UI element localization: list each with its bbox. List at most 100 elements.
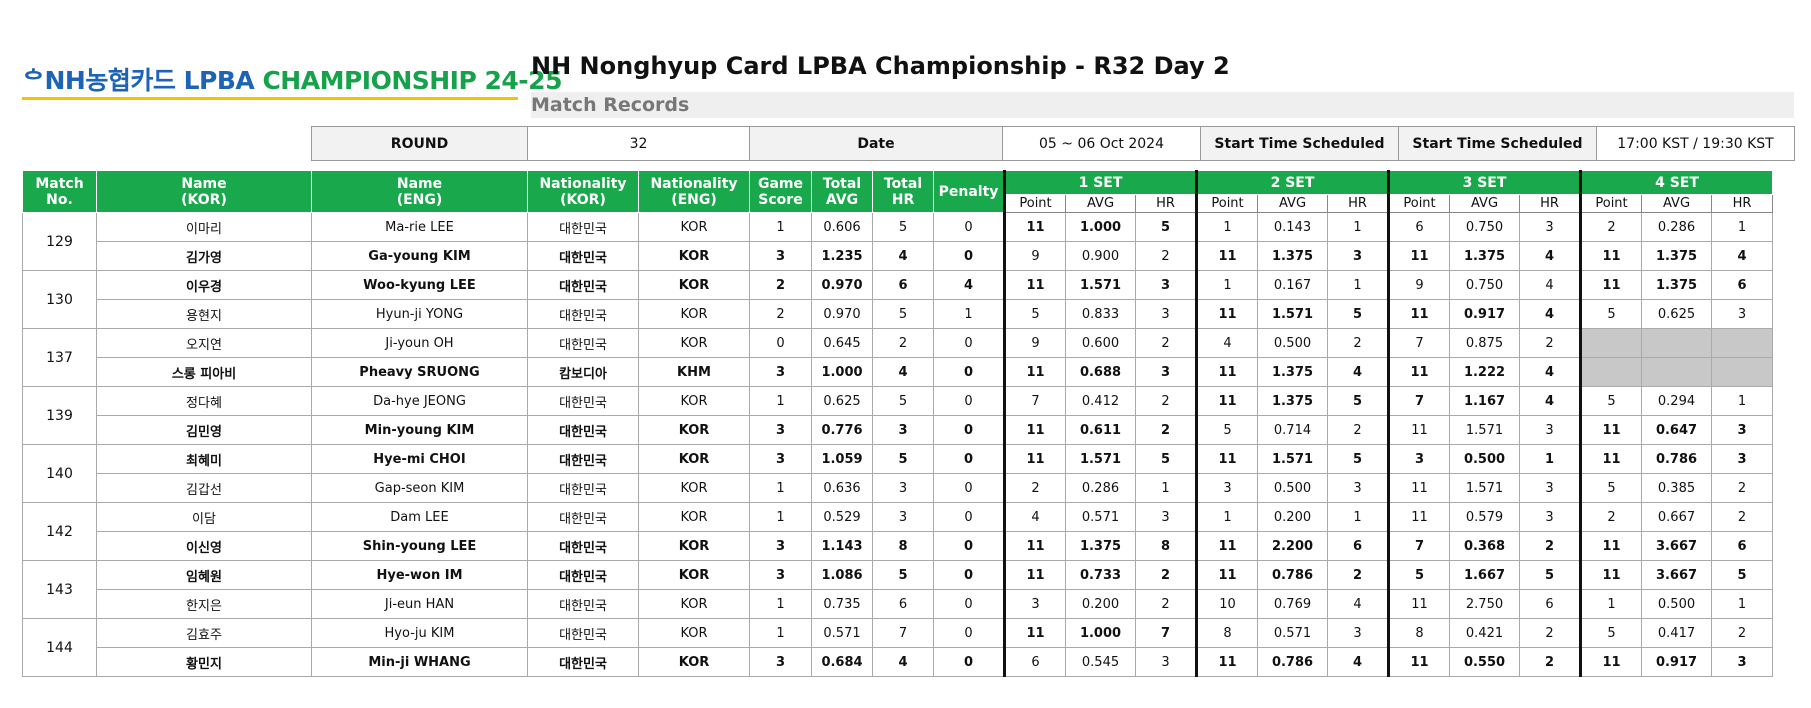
set2-point: 11: [1196, 560, 1258, 590]
nationality-kor: 대한민국: [527, 589, 639, 619]
total-avg: 1.235: [811, 241, 873, 271]
set2-hr: 2: [1327, 415, 1390, 445]
set4-avg: 0.667: [1641, 502, 1712, 532]
penalty: 4: [933, 270, 1006, 300]
set3-avg: 2.750: [1449, 589, 1520, 619]
table-row: 황민지 Min-ji WHANG 대한민국 KOR 3 0.684 4 0 6 0.545 3 11 0…: [23, 647, 1773, 677]
total-avg: 0.529: [811, 502, 873, 532]
set1-avg: 0.286: [1065, 473, 1136, 503]
penalty: 0: [933, 589, 1006, 619]
set2-avg: 2.200: [1257, 531, 1328, 561]
player-name-eng: Ma-rie LEE: [311, 212, 528, 242]
set2-hr: 3: [1327, 241, 1390, 271]
player-name-eng: Pheavy SRUONG: [311, 357, 528, 387]
game-score: 3: [749, 415, 812, 445]
set1-point: 4: [1004, 502, 1066, 532]
game-score: 0: [749, 328, 812, 358]
match-number: 143: [22, 560, 97, 619]
set4-hr: 1: [1711, 386, 1773, 416]
nationality-kor: 대한민국: [527, 328, 639, 358]
total-avg: 1.000: [811, 357, 873, 387]
set2-point: 11: [1196, 241, 1258, 271]
set3-hr: 2: [1519, 647, 1582, 677]
player-name-eng: Hye-mi CHOI: [311, 444, 528, 474]
nationality-eng: KOR: [638, 589, 750, 619]
set2-avg: 0.143: [1257, 212, 1328, 242]
set2-avg: 0.200: [1257, 502, 1328, 532]
set3-hr: 4: [1519, 299, 1582, 329]
set2-point: 11: [1196, 357, 1258, 387]
set3-avg: 0.750: [1449, 270, 1520, 300]
set4-avg: 0.917: [1641, 647, 1712, 677]
set3-hr: 4: [1519, 357, 1582, 387]
set1-hr: 2: [1135, 560, 1198, 590]
set3-point: 11: [1388, 415, 1450, 445]
round-label: ROUND: [311, 126, 528, 161]
player-name-eng: Hye-won IM: [311, 560, 528, 590]
total-avg: 0.776: [811, 415, 873, 445]
set2-hr: 1: [1327, 270, 1390, 300]
set4-hr: 5: [1711, 560, 1773, 590]
total-avg: 0.970: [811, 299, 873, 329]
set1-avg: 1.000: [1065, 618, 1136, 648]
set4-hr: [1711, 328, 1773, 358]
set1-point: 2: [1004, 473, 1066, 503]
set2-avg: 0.714: [1257, 415, 1328, 445]
set3-hr: 3: [1519, 415, 1582, 445]
set2-hr: 5: [1327, 386, 1390, 416]
player-name-eng: Min-young KIM: [311, 415, 528, 445]
game-score: 2: [749, 299, 812, 329]
set1-hr: 3: [1135, 502, 1198, 532]
total-hr: 5: [872, 444, 934, 474]
header-name-eng: Name (ENG): [311, 170, 528, 213]
set2-point: 8: [1196, 618, 1258, 648]
nationality-eng: KOR: [638, 444, 750, 474]
match-number: 130: [22, 270, 97, 329]
set1-hr: 3: [1135, 270, 1198, 300]
set3-hr: 5: [1519, 560, 1582, 590]
set4-hr: 6: [1711, 270, 1773, 300]
nationality-eng: KOR: [638, 502, 750, 532]
set2-point: 5: [1196, 415, 1258, 445]
table-row: 김가영 Ga-young KIM 대한민국 KOR 3 1.235 4 0 9 0.900 2 11 1…: [23, 241, 1773, 271]
table-row: 143 임혜원 Hye-won IM 대한민국 KOR 3 1.086 5 0 11 0.733 2 1…: [22, 560, 1773, 619]
set2-avg: 0.500: [1257, 328, 1328, 358]
set3-avg: 1.571: [1449, 473, 1520, 503]
nationality-eng: KOR: [638, 415, 750, 445]
nationality-kor: 대한민국: [527, 241, 639, 271]
player-name-eng: Min-ji WHANG: [311, 647, 528, 677]
total-avg: 0.625: [811, 386, 873, 416]
set4-hr: 2: [1711, 618, 1773, 648]
table-row: 스롱 피아비 Pheavy SRUONG 캄보디아 KHM 3 1.000 4 0 11 0.68…: [23, 357, 1773, 387]
set4-avg: 0.786: [1641, 444, 1712, 474]
set3-point: 11: [1388, 299, 1450, 329]
player-name-kor: 최혜미: [96, 444, 312, 474]
set1-avg: 0.900: [1065, 241, 1136, 271]
set3-hr: 1: [1519, 444, 1582, 474]
set3-avg: 0.421: [1449, 618, 1520, 648]
set1-hr: 2: [1135, 241, 1198, 271]
set3-hr: 3: [1519, 502, 1582, 532]
penalty: 0: [933, 415, 1006, 445]
player-name-eng: Woo-kyung LEE: [311, 270, 528, 300]
logo-nh-text: ᅌNH농협카드: [22, 66, 176, 95]
header-set-4: 4 SET: [1580, 170, 1773, 195]
set1-hr: 2: [1135, 589, 1198, 619]
table-row: 김갑선 Gap-seon KIM 대한민국 KOR 1 0.636 3 0 2 0.286 1 3 0.…: [23, 473, 1773, 503]
set3-hr: 3: [1519, 212, 1582, 242]
set1-hr: 5: [1135, 444, 1198, 474]
penalty: 0: [933, 502, 1006, 532]
total-hr: 6: [872, 270, 934, 300]
header-penalty: Penalty: [933, 170, 1006, 213]
page-subtitle: Match Records: [531, 92, 1794, 118]
set3-avg: 0.368: [1449, 531, 1520, 561]
round-info-table: ROUND 32 Date 05 ~ 06 Oct 2024 Start Tim…: [311, 126, 1795, 161]
player-name-eng: Ga-young KIM: [311, 241, 528, 271]
player-name-kor: 김갑선: [96, 473, 312, 503]
total-hr: 5: [872, 212, 934, 242]
game-score: 3: [749, 647, 812, 677]
set1-avg: 0.688: [1065, 357, 1136, 387]
set4-hr: 3: [1711, 444, 1773, 474]
set1-point: 11: [1004, 531, 1066, 561]
set3-point: 11: [1388, 647, 1450, 677]
